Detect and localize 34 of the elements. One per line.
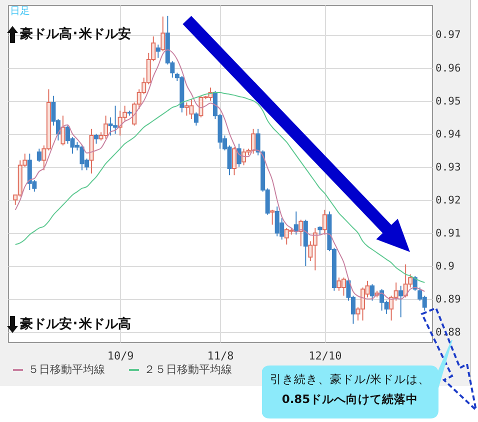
y-tick-label: 0.93 (436, 161, 461, 174)
annotation: 日足 (10, 5, 30, 18)
x-tick-label: 10/9 (107, 350, 134, 362)
y-tick-label: 0.91 (436, 227, 461, 240)
legend-label: ５日移動平均線 (28, 364, 105, 376)
candlestick (36, 148, 42, 162)
candlestick (370, 284, 375, 302)
candlestick (294, 210, 298, 236)
candlestick (236, 143, 242, 168)
annotation: 豪ドル安･米ドル高 (20, 316, 131, 333)
candlestick (298, 219, 304, 247)
y-tick-label: 0.9 (436, 260, 454, 273)
candlestick (160, 16, 166, 52)
candlestick (270, 209, 275, 226)
candlestick (194, 112, 198, 126)
candlestick (322, 209, 327, 236)
y-tick-label: 0.95 (436, 95, 461, 108)
line-series (14, 92, 426, 284)
annotation: 豪ドル高･米ドル安 (20, 26, 131, 43)
x-tick-label: 12/10 (308, 350, 342, 362)
candlestick (232, 146, 237, 176)
candlestick (60, 115, 66, 146)
candlestick (156, 44, 160, 58)
y-tick-label: 0.94 (436, 128, 461, 140)
y-tick-label: 0.88 (436, 326, 461, 339)
y-tick-label: 0.97 (436, 29, 461, 42)
y-tick-label: 0.96 (436, 62, 461, 74)
x-tick-label: 11/8 (207, 350, 234, 362)
legend-label: ２５日移動平均線 (144, 364, 232, 376)
y-tick-label: 0.92 (436, 194, 461, 206)
candlestick (94, 133, 99, 144)
y-tick-label: 0.89 (436, 294, 461, 306)
candlestick (398, 285, 404, 318)
text: 引き続き、豪ドル/米ドルは、 0.85ドルへ向けて続落中 (269, 371, 431, 408)
